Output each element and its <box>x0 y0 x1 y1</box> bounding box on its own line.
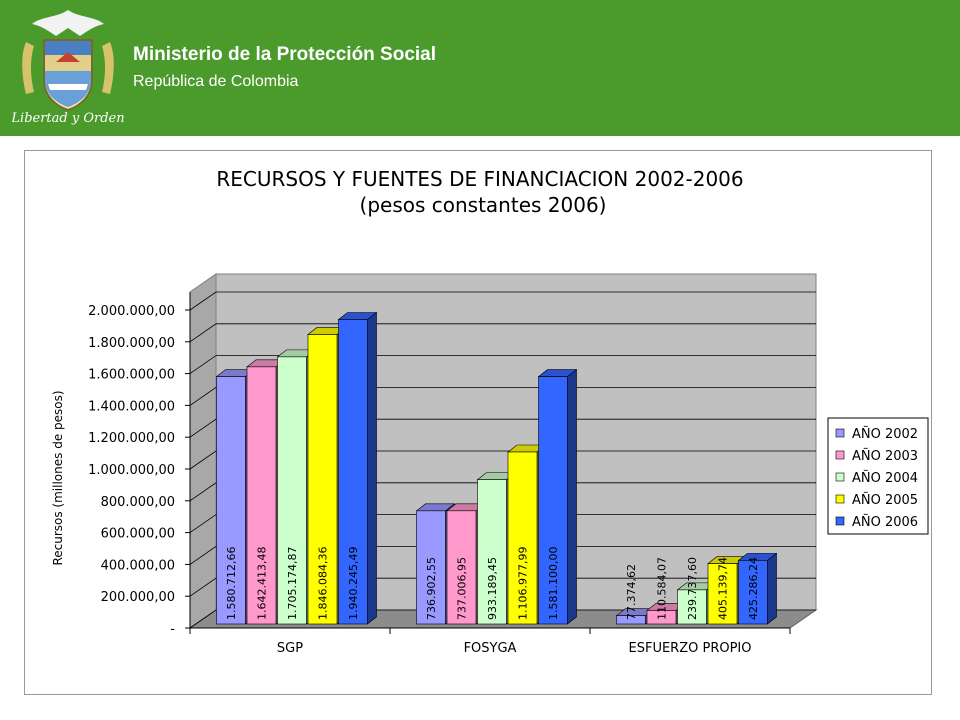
bar <box>646 610 677 625</box>
chart-frame <box>24 150 932 695</box>
legend-swatch <box>835 428 845 438</box>
data-label: 1.106.977,99 <box>517 547 530 620</box>
data-label: 1.642.413,48 <box>256 547 269 620</box>
data-label: 1.705.174,87 <box>286 547 299 620</box>
legend-label: AÑO 2006 <box>852 514 918 530</box>
chart-subtitle: (pesos constantes 2006) <box>360 193 607 217</box>
data-label: 1.940.245,49 <box>347 547 360 620</box>
bar <box>677 589 707 625</box>
y-tick-label: 600.000,00 <box>101 527 175 542</box>
gridline <box>189 323 816 343</box>
data-label: 736.902,55 <box>425 557 438 620</box>
data-label: 1.846.084,36 <box>317 547 330 620</box>
header-bar: Libertad y Orden Ministerio de la Protec… <box>0 0 960 136</box>
gridline <box>189 546 816 565</box>
gridline <box>189 514 816 533</box>
data-label: 737.006,95 <box>456 557 469 620</box>
bar <box>446 510 477 625</box>
data-label: 425.286,24 <box>747 557 760 620</box>
bar <box>538 376 568 625</box>
motto-text: Libertad y Orden <box>12 111 124 126</box>
gridline <box>189 386 816 406</box>
gridline <box>189 355 816 374</box>
x-tick-label: FOSYGA <box>464 641 517 656</box>
legend-label: AÑO 2002 <box>852 426 918 442</box>
data-label: 110.584,07 <box>656 557 669 620</box>
gridline <box>189 482 816 502</box>
legend-label: AÑO 2003 <box>852 448 918 464</box>
bar <box>507 451 538 625</box>
chart-title: RECURSOS Y FUENTES DE FINANCIACION 2002-… <box>216 167 743 191</box>
bar-side <box>567 368 577 625</box>
legend-box <box>827 417 929 535</box>
plot-side-wall <box>189 273 217 629</box>
ministry-title: Ministerio de la Protección Social <box>133 44 437 65</box>
gridline <box>189 609 816 629</box>
x-tick-label: ESFUERZO PROPIO <box>629 641 752 656</box>
legend-swatch <box>835 450 845 460</box>
legend-label: AÑO 2005 <box>852 492 918 508</box>
bar-side <box>367 311 377 625</box>
bar <box>477 479 507 625</box>
bar-side <box>767 552 777 625</box>
data-label: 1.580.712,66 <box>225 547 238 620</box>
data-label: 239.737,60 <box>686 557 699 620</box>
data-label: 1.581.100,00 <box>547 547 560 620</box>
data-label: 77.374,62 <box>625 564 638 620</box>
x-tick-label: SGP <box>277 641 303 656</box>
y-tick-label: 1.800.000,00 <box>88 336 175 351</box>
gridline <box>189 450 816 470</box>
y-tick-label: 1.600.000,00 <box>88 368 175 383</box>
y-tick-label: 1.400.000,00 <box>88 399 175 414</box>
legend-swatch <box>835 516 845 526</box>
bar <box>338 319 368 625</box>
legend-label: AÑO 2004 <box>852 470 918 486</box>
bar <box>246 366 277 625</box>
y-tick-label: 400.000,00 <box>101 558 175 573</box>
bar <box>307 334 338 625</box>
bar <box>216 376 246 625</box>
bar <box>738 560 768 625</box>
data-label: 933.189,45 <box>486 557 499 620</box>
bar <box>416 510 446 625</box>
y-tick-label: 800.000,00 <box>101 495 175 510</box>
y-tick-label: 200.000,00 <box>101 590 175 605</box>
coat-of-arms-logo: Libertad y Orden <box>12 10 124 126</box>
data-label: 405.139,74 <box>717 557 730 620</box>
gridline <box>189 291 816 311</box>
y-tick-label: - <box>170 622 175 637</box>
bar <box>616 615 646 625</box>
y-tick-label: 2.000.000,00 <box>88 304 175 319</box>
plot-area: - 200.000,00 400.000,00 600.000,00 800.000,0… <box>51 273 929 656</box>
gridline <box>189 418 816 438</box>
y-tick-label: 1.000.000,00 <box>88 463 175 478</box>
y-axis-title: Recursos (millones de pesos) <box>51 390 65 565</box>
republic-subtitle: República de Colombia <box>133 73 299 90</box>
gridline <box>189 577 816 597</box>
legend-swatch <box>835 472 845 482</box>
bar <box>707 563 738 625</box>
y-tick-label: 1.200.000,00 <box>88 431 175 446</box>
bar <box>277 356 307 625</box>
legend-swatch <box>835 494 845 504</box>
